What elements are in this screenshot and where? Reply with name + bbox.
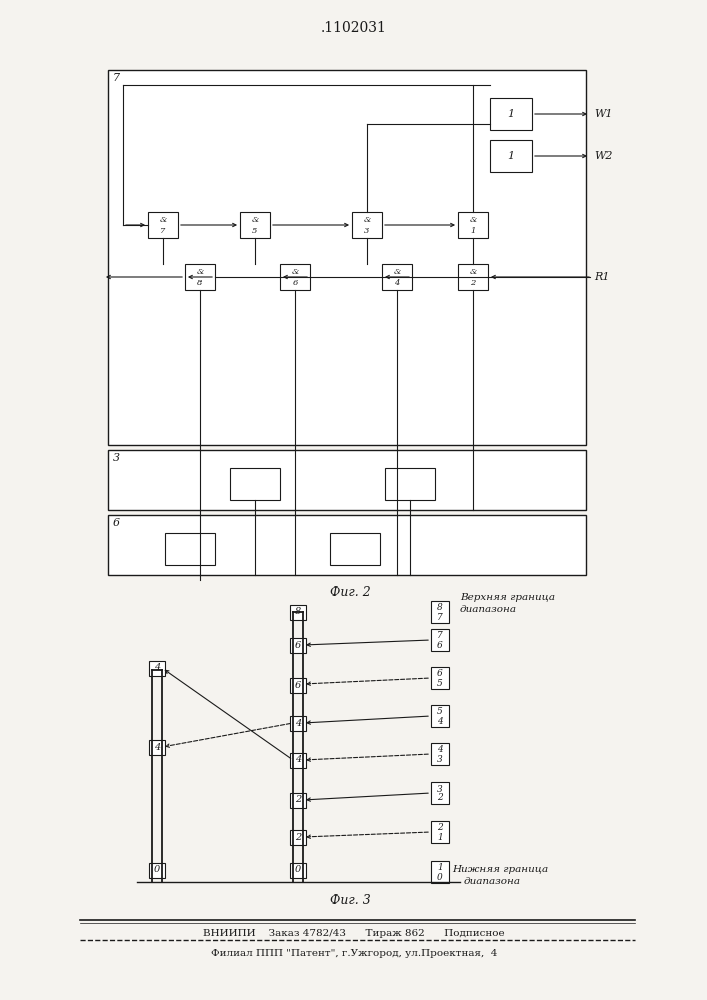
Bar bbox=[230, 468, 280, 500]
Text: Филиал ППП "Патент", г.Ужгород, ул.Проектная,  4: Филиал ППП "Патент", г.Ужгород, ул.Проек… bbox=[211, 948, 497, 958]
Bar bbox=[431, 667, 449, 689]
Bar bbox=[240, 212, 270, 238]
Text: 6: 6 bbox=[437, 670, 443, 678]
Bar bbox=[149, 862, 165, 878]
Text: 3: 3 bbox=[364, 227, 370, 235]
Bar bbox=[382, 264, 412, 290]
Bar bbox=[290, 716, 306, 730]
Text: &: & bbox=[251, 216, 259, 224]
Bar bbox=[490, 98, 532, 130]
Text: 1: 1 bbox=[508, 109, 515, 119]
Text: .1102031: .1102031 bbox=[321, 21, 387, 35]
Bar bbox=[185, 264, 215, 290]
Bar bbox=[290, 752, 306, 768]
Bar bbox=[431, 705, 449, 727]
Text: 6: 6 bbox=[295, 680, 301, 690]
Bar bbox=[290, 604, 306, 619]
Text: &: & bbox=[363, 216, 370, 224]
Text: 4: 4 bbox=[154, 664, 160, 672]
Text: &: & bbox=[393, 268, 401, 276]
Text: 2: 2 bbox=[470, 279, 476, 287]
Text: 8: 8 bbox=[197, 279, 203, 287]
Text: 8: 8 bbox=[295, 607, 301, 616]
Bar bbox=[148, 212, 178, 238]
Text: &: & bbox=[469, 268, 477, 276]
Bar bbox=[431, 743, 449, 765]
Text: 1: 1 bbox=[508, 151, 515, 161]
Text: 4: 4 bbox=[154, 742, 160, 752]
Text: 5: 5 bbox=[437, 708, 443, 716]
Text: W1: W1 bbox=[594, 109, 612, 119]
Text: 4: 4 bbox=[395, 279, 399, 287]
Bar bbox=[490, 140, 532, 172]
Text: Фиг. 2: Фиг. 2 bbox=[329, 585, 370, 598]
Bar bbox=[149, 660, 165, 676]
Text: Фиг. 3: Фиг. 3 bbox=[329, 894, 370, 906]
Bar bbox=[108, 515, 586, 575]
Bar bbox=[431, 629, 449, 651]
Text: Верхняя граница: Верхняя граница bbox=[460, 593, 555, 602]
Text: &: & bbox=[197, 268, 204, 276]
Text: W2: W2 bbox=[594, 151, 612, 161]
Text: 4: 4 bbox=[295, 718, 301, 728]
Bar bbox=[290, 862, 306, 878]
Bar bbox=[290, 678, 306, 692]
Bar bbox=[290, 830, 306, 844]
Bar bbox=[431, 821, 449, 843]
Text: R1: R1 bbox=[594, 272, 609, 282]
Text: 6: 6 bbox=[292, 279, 298, 287]
Text: 5: 5 bbox=[437, 678, 443, 688]
Text: 4: 4 bbox=[437, 716, 443, 726]
Text: 6: 6 bbox=[295, 641, 301, 650]
Text: 4: 4 bbox=[437, 746, 443, 754]
Bar bbox=[330, 533, 380, 565]
Bar bbox=[431, 601, 449, 623]
Text: 2: 2 bbox=[437, 794, 443, 802]
Text: 3: 3 bbox=[113, 453, 120, 463]
Text: 0: 0 bbox=[437, 872, 443, 882]
Bar bbox=[280, 264, 310, 290]
Bar bbox=[352, 212, 382, 238]
Text: 7: 7 bbox=[437, 612, 443, 621]
Text: 1: 1 bbox=[470, 227, 476, 235]
Text: 7: 7 bbox=[113, 73, 120, 83]
Text: 1: 1 bbox=[437, 863, 443, 872]
Bar bbox=[108, 70, 586, 445]
Text: Нижняя граница: Нижняя граница bbox=[452, 865, 548, 874]
Bar bbox=[165, 533, 215, 565]
Text: 2: 2 bbox=[437, 824, 443, 832]
Text: 6: 6 bbox=[437, 641, 443, 650]
Text: 6: 6 bbox=[113, 518, 120, 528]
Text: диапазона: диапазона bbox=[460, 605, 517, 614]
Bar bbox=[458, 264, 488, 290]
Text: 3: 3 bbox=[437, 784, 443, 794]
Bar bbox=[385, 468, 435, 500]
Text: 5: 5 bbox=[252, 227, 257, 235]
Text: 7: 7 bbox=[437, 632, 443, 641]
Text: &: & bbox=[291, 268, 299, 276]
Bar bbox=[149, 740, 165, 754]
Text: 8: 8 bbox=[437, 603, 443, 612]
Bar bbox=[431, 782, 449, 804]
Text: 2: 2 bbox=[295, 832, 301, 842]
Text: &: & bbox=[159, 216, 167, 224]
Text: ВНИИПИ    Заказ 4782/43      Тираж 862      Подписное: ВНИИПИ Заказ 4782/43 Тираж 862 Подписное bbox=[203, 928, 505, 938]
Text: 0: 0 bbox=[154, 865, 160, 874]
Bar bbox=[431, 861, 449, 883]
Text: диапазона: диапазона bbox=[464, 878, 521, 886]
Text: 2: 2 bbox=[295, 796, 301, 804]
Text: 3: 3 bbox=[437, 754, 443, 764]
Text: 1: 1 bbox=[437, 832, 443, 842]
Text: 4: 4 bbox=[295, 756, 301, 764]
Text: 0: 0 bbox=[295, 865, 301, 874]
Bar bbox=[290, 638, 306, 652]
Bar bbox=[108, 450, 586, 510]
Bar bbox=[290, 792, 306, 808]
Text: 7: 7 bbox=[160, 227, 165, 235]
Text: &: & bbox=[469, 216, 477, 224]
Bar bbox=[458, 212, 488, 238]
